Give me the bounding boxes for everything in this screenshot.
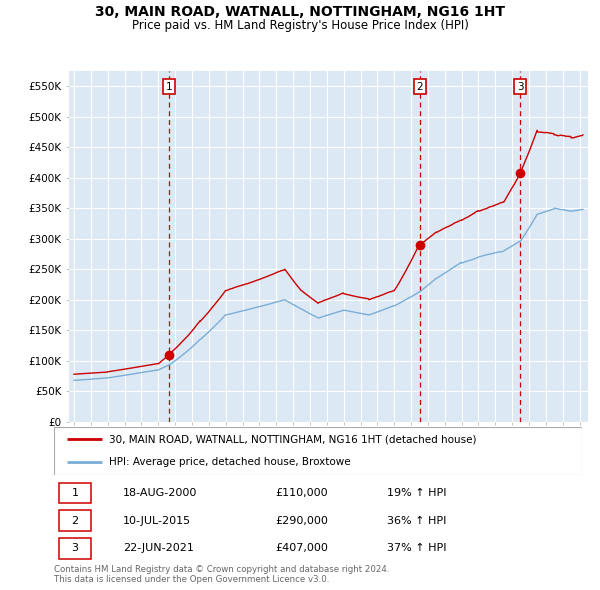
Text: 30, MAIN ROAD, WATNALL, NOTTINGHAM, NG16 1HT: 30, MAIN ROAD, WATNALL, NOTTINGHAM, NG16… xyxy=(95,5,505,19)
Text: 18-AUG-2000: 18-AUG-2000 xyxy=(122,488,197,498)
Text: 22-JUN-2021: 22-JUN-2021 xyxy=(122,543,194,553)
Text: 36% ↑ HPI: 36% ↑ HPI xyxy=(386,516,446,526)
Text: Price paid vs. HM Land Registry's House Price Index (HPI): Price paid vs. HM Land Registry's House … xyxy=(131,19,469,32)
Bar xyxy=(59,483,91,503)
Text: Contains HM Land Registry data © Crown copyright and database right 2024.: Contains HM Land Registry data © Crown c… xyxy=(54,565,389,573)
Text: 3: 3 xyxy=(71,543,79,553)
Text: 30, MAIN ROAD, WATNALL, NOTTINGHAM, NG16 1HT (detached house): 30, MAIN ROAD, WATNALL, NOTTINGHAM, NG16… xyxy=(109,434,477,444)
Text: 3: 3 xyxy=(517,81,523,91)
Text: £110,000: £110,000 xyxy=(276,488,328,498)
Text: 37% ↑ HPI: 37% ↑ HPI xyxy=(386,543,446,553)
Text: 2: 2 xyxy=(71,516,79,526)
Text: 2: 2 xyxy=(416,81,423,91)
Text: 1: 1 xyxy=(71,488,79,498)
Bar xyxy=(59,538,91,559)
Text: 10-JUL-2015: 10-JUL-2015 xyxy=(122,516,191,526)
Text: HPI: Average price, detached house, Broxtowe: HPI: Average price, detached house, Brox… xyxy=(109,457,351,467)
Text: £407,000: £407,000 xyxy=(276,543,329,553)
Text: This data is licensed under the Open Government Licence v3.0.: This data is licensed under the Open Gov… xyxy=(54,575,329,584)
Text: 19% ↑ HPI: 19% ↑ HPI xyxy=(386,488,446,498)
Bar xyxy=(59,510,91,531)
Text: £290,000: £290,000 xyxy=(276,516,329,526)
Text: 1: 1 xyxy=(166,81,172,91)
